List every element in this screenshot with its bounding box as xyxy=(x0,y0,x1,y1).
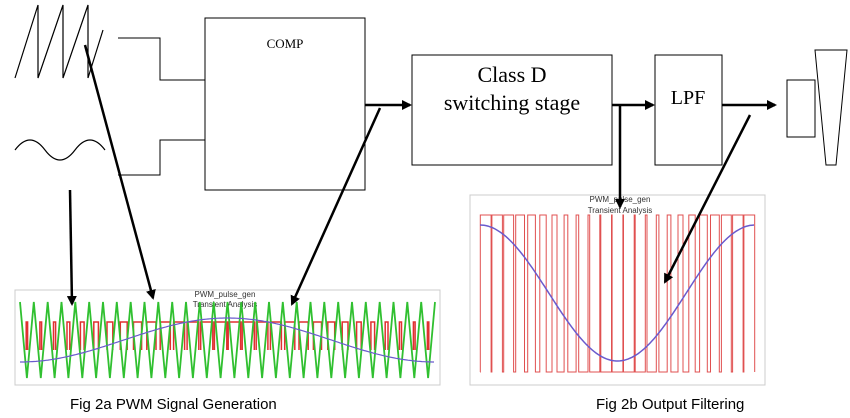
comp-block xyxy=(204,17,366,191)
plot-2b: PWM_pulse_gen Transient Analysis xyxy=(469,194,766,386)
plot-frame xyxy=(469,194,766,386)
pointer-arrow xyxy=(83,44,156,300)
input-line xyxy=(118,37,205,81)
carrier-wave xyxy=(19,301,436,379)
block-label: LPF xyxy=(671,87,705,109)
pointer-arrow xyxy=(290,107,382,306)
pointer-arrow xyxy=(66,189,77,306)
plot-subtitle: Transient Analysis xyxy=(588,206,653,215)
triangle-wave xyxy=(14,4,104,79)
pwm-wave xyxy=(25,321,430,350)
lpf-block xyxy=(654,54,723,166)
block-label: switching stage xyxy=(444,90,580,115)
sine-wave xyxy=(20,317,434,363)
input-line xyxy=(118,139,205,176)
block-label: Class D xyxy=(477,62,546,87)
switching-block xyxy=(411,54,613,166)
speaker-cone xyxy=(814,49,848,166)
plot-subtitle: Transient Analysis xyxy=(193,300,258,309)
caption: Fig 2b Output Filtering xyxy=(596,396,744,413)
waveforms xyxy=(19,214,756,379)
speaker-body xyxy=(786,79,816,138)
pwm-wave xyxy=(479,214,756,373)
sine-wave xyxy=(14,139,106,161)
filtered-wave xyxy=(479,224,755,362)
plot-title: PWM_pulse_gen xyxy=(195,290,256,299)
pointer-arrow xyxy=(663,114,752,284)
block-label: COMP xyxy=(267,36,304,51)
caption: Fig 2a PWM Signal Generation xyxy=(70,396,277,413)
